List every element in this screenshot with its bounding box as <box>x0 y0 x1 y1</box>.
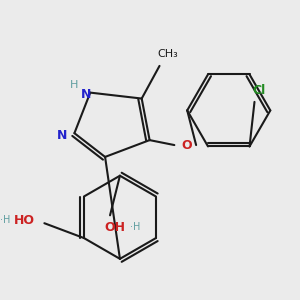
Text: CH₃: CH₃ <box>157 49 178 59</box>
Text: Cl: Cl <box>253 83 266 97</box>
Text: N: N <box>81 88 92 101</box>
Text: H: H <box>70 80 79 90</box>
Text: ·H: ·H <box>130 222 140 232</box>
Text: OH: OH <box>104 221 125 234</box>
Text: N: N <box>57 129 68 142</box>
Text: ·H: ·H <box>0 215 10 225</box>
Text: HO: HO <box>14 214 35 227</box>
Text: O: O <box>181 139 191 152</box>
